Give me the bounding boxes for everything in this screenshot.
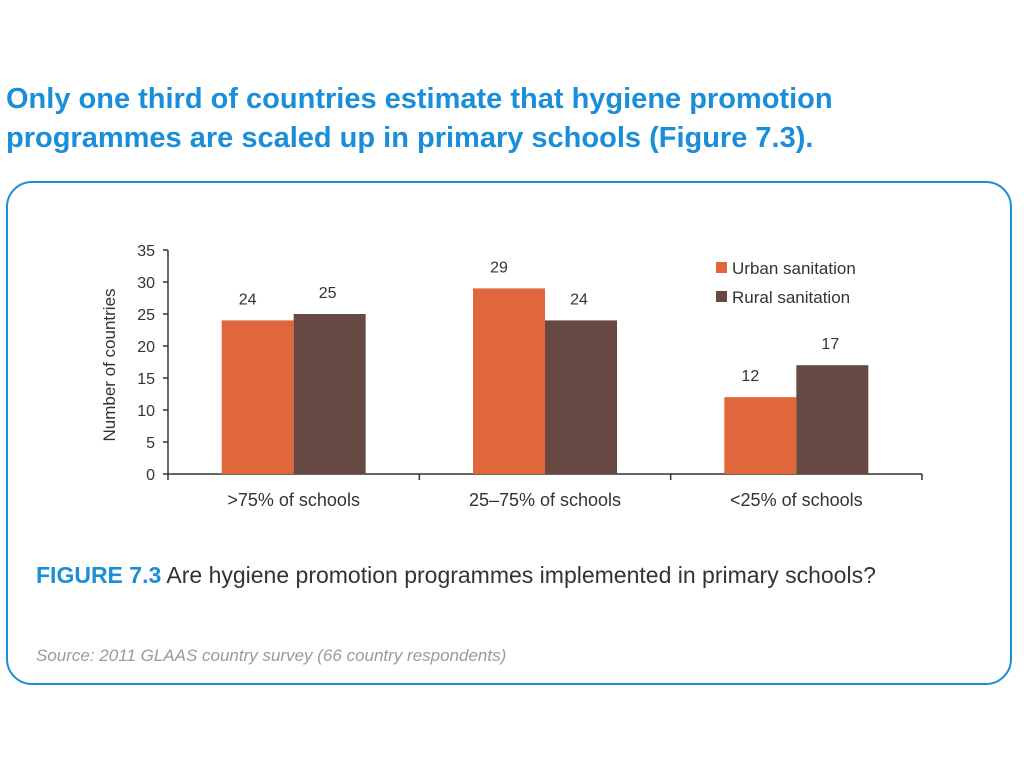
bar <box>796 365 869 474</box>
bar <box>545 320 617 474</box>
legend-swatch <box>716 262 727 273</box>
figure-label: FIGURE 7.3 <box>36 562 162 588</box>
bar-value-label: 12 <box>741 368 759 385</box>
y-tick-label: 10 <box>137 403 155 420</box>
bar <box>221 320 294 474</box>
legend: Urban sanitation Rural sanitation <box>716 259 856 307</box>
figure-caption: FIGURE 7.3 Are hygiene promotion program… <box>36 561 950 590</box>
y-axis-title: Number of countries <box>100 288 119 441</box>
y-tick-label: 15 <box>137 371 155 388</box>
y-tick-label: 0 <box>146 467 155 484</box>
y-tick-label: 30 <box>137 275 155 292</box>
bar-value-label: 25 <box>319 285 337 302</box>
bar <box>473 288 545 474</box>
legend-label: Rural sanitation <box>732 288 850 307</box>
y-axis: 0 5 10 15 20 25 30 35 <box>137 243 169 484</box>
x-tick-label: 25–75% of schools <box>469 490 621 510</box>
bar-value-label: 17 <box>821 336 839 353</box>
y-tick-label: 5 <box>146 435 155 452</box>
legend-label: Urban sanitation <box>732 259 856 278</box>
bar <box>724 397 797 474</box>
legend-swatch <box>716 291 727 302</box>
bar-value-label: 24 <box>570 291 588 308</box>
x-axis: >75% of schools 25–75% of schools <25% of … <box>167 473 923 510</box>
source-note: Source: 2011 GLAAS country survey (66 co… <box>36 646 507 665</box>
bar-value-label: 24 <box>239 291 257 308</box>
figure-panel <box>6 181 1012 685</box>
y-tick-label: 35 <box>137 243 155 260</box>
bar-value-label: 29 <box>490 259 508 276</box>
x-tick-label: >75% of schools <box>227 490 360 510</box>
y-tick-label: 25 <box>137 307 155 324</box>
bar <box>293 314 366 474</box>
headline: Only one third of countries estimate tha… <box>6 83 833 154</box>
x-tick-label: <25% of schools <box>730 490 863 510</box>
y-tick-label: 20 <box>137 339 155 356</box>
figure-caption-text: Are hygiene promotion programmes impleme… <box>166 562 876 588</box>
bar-labels: 24 25 29 24 12 17 <box>239 259 840 385</box>
bars <box>221 288 869 474</box>
